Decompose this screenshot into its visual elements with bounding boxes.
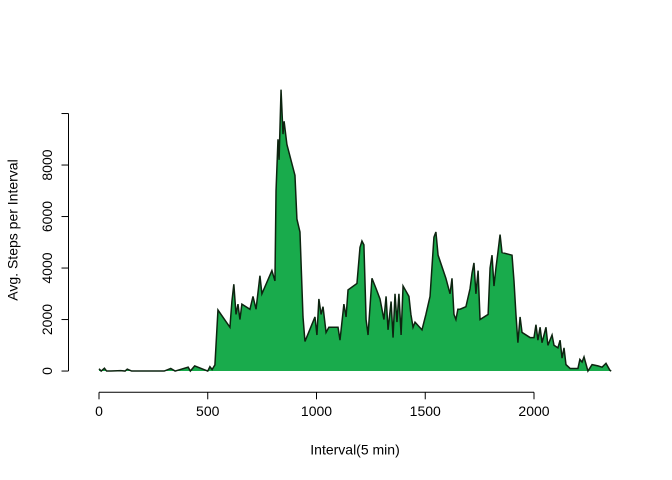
y-tick-label: 8000 — [39, 149, 55, 180]
y-tick-label: 2000 — [39, 304, 55, 335]
y-tick-label: 0 — [39, 367, 55, 375]
y-tick-label: 6000 — [39, 201, 55, 232]
x-tick-label: 500 — [196, 403, 220, 419]
area-line — [98, 89, 612, 373]
x-tick-label: 2000 — [518, 403, 549, 419]
x-axis-label: Interval(5 min) — [310, 442, 399, 458]
x-tick-label: 1500 — [410, 403, 441, 419]
area — [98, 89, 612, 372]
x-tick-label: 1000 — [301, 403, 332, 419]
x-tick-label: 0 — [95, 403, 103, 419]
y-tick-label: 4000 — [39, 252, 55, 283]
y-axis-label: Avg. Steps per Interval — [5, 159, 21, 300]
